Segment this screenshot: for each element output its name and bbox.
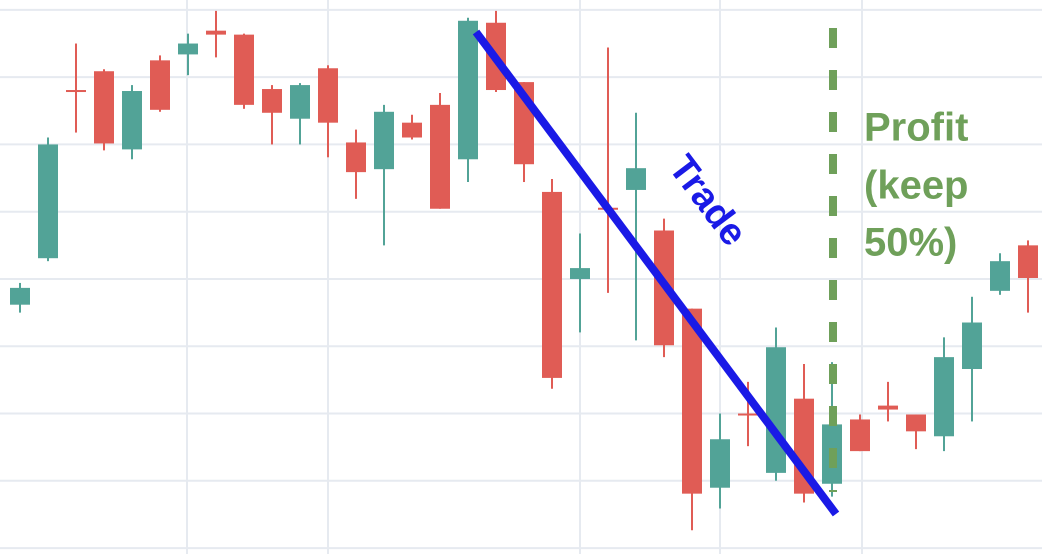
- candle-body: [1018, 245, 1038, 278]
- candle-body: [150, 60, 170, 110]
- candle-body: [66, 90, 86, 93]
- candle-body: [430, 104, 450, 209]
- candle-body: [374, 111, 394, 170]
- trade-label: Trade: [660, 148, 755, 254]
- candle-body: [626, 168, 646, 190]
- candle-body: [10, 287, 30, 305]
- candle-body: [934, 357, 954, 437]
- candle-body: [962, 322, 982, 370]
- candle-body: [542, 191, 562, 378]
- candles: [10, 10, 1038, 531]
- candle-body: [262, 89, 282, 113]
- candle-body: [458, 20, 478, 160]
- candle-body: [206, 30, 226, 35]
- candle-body: [990, 261, 1010, 291]
- candle-body: [290, 85, 310, 119]
- candle-body: [94, 71, 114, 144]
- candle-body: [878, 405, 898, 410]
- candle-body: [38, 144, 58, 259]
- trade-line: [472, 29, 840, 517]
- candle-body: [178, 43, 198, 55]
- horizontal-grid: [0, 8, 1042, 550]
- candle-body: [122, 91, 142, 150]
- candle-body: [346, 142, 366, 173]
- candle-body: [710, 439, 730, 488]
- candle-body: [234, 34, 254, 105]
- profit-label: Profit: [864, 106, 968, 150]
- candle-body: [738, 413, 758, 416]
- candle-body: [906, 414, 926, 432]
- profit-label: 50%): [864, 221, 957, 265]
- candle-body: [318, 68, 338, 123]
- candle-body: [402, 122, 422, 138]
- profit-label: (keep: [864, 164, 969, 208]
- candle-body: [850, 419, 870, 452]
- candle-body: [766, 347, 786, 473]
- candle-body: [570, 268, 590, 279]
- candle-body: [682, 308, 702, 494]
